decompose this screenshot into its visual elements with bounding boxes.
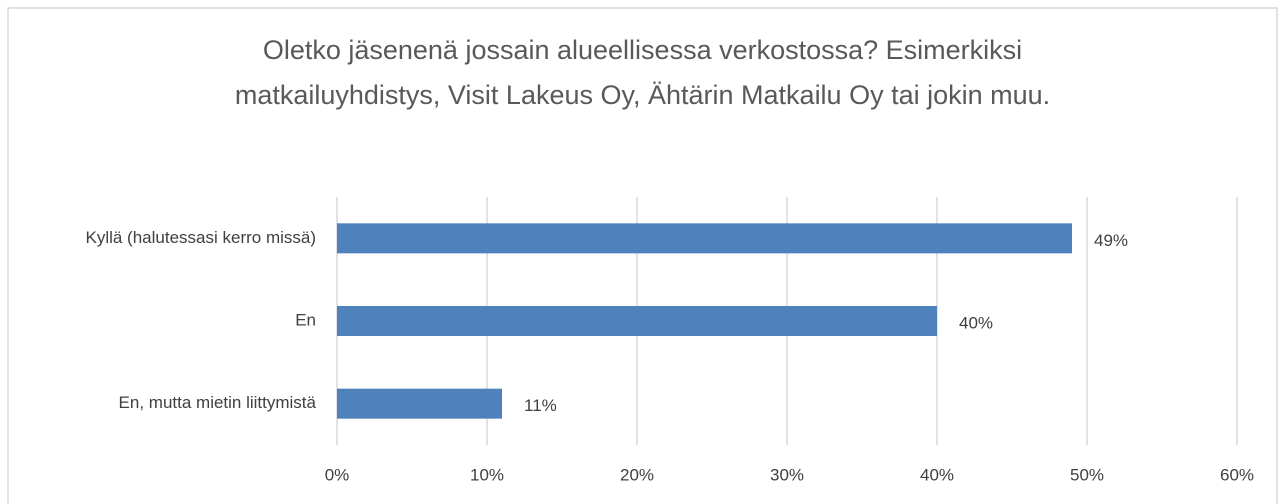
x-tick-label: 50% bbox=[1070, 465, 1104, 484]
x-tick-label: 0% bbox=[325, 465, 350, 484]
y-tick-label: En bbox=[295, 310, 316, 329]
bar bbox=[337, 306, 937, 336]
x-tick-label: 60% bbox=[1220, 465, 1254, 484]
x-tick-label: 10% bbox=[470, 465, 504, 484]
bar bbox=[337, 223, 1072, 254]
y-tick-label: Kyllä (halutessasi kerro missä) bbox=[85, 228, 316, 247]
value-label: 11% bbox=[524, 396, 557, 415]
x-tick-label: 40% bbox=[920, 465, 954, 484]
chart-title: Oletko jäsenenä jossain alueellisessa ve… bbox=[234, 35, 1051, 110]
value-label: 49% bbox=[1094, 231, 1128, 250]
y-tick-label: En, mutta mietin liittymistä bbox=[119, 393, 317, 412]
x-tick-label: 20% bbox=[620, 465, 654, 484]
chart-border bbox=[7, 7, 1278, 504]
bar bbox=[337, 388, 502, 419]
value-label: 40% bbox=[959, 313, 993, 332]
x-tick-label: 30% bbox=[770, 465, 804, 484]
